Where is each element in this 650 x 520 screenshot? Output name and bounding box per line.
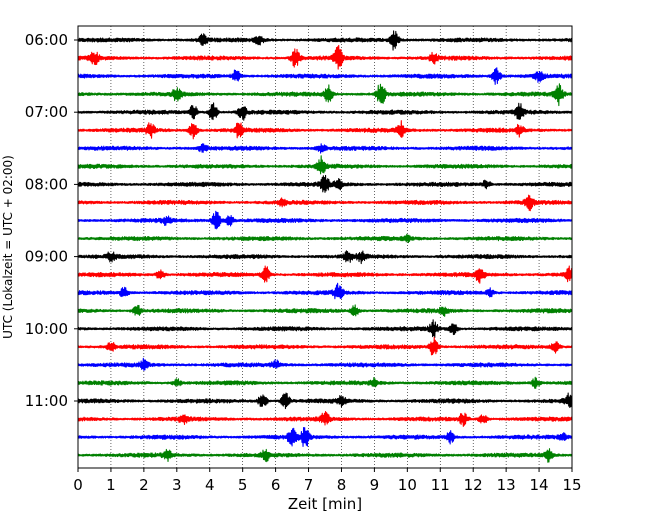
y-tick-label: 11:00	[25, 392, 68, 410]
trace-0815	[77, 194, 573, 212]
x-axis-ticks: 0 1 2 3 4 5 6 7 8 9 10 11 12 13 14 15	[73, 468, 582, 494]
x-tick-label: 1	[106, 476, 116, 494]
trace-0800	[77, 174, 573, 193]
x-tick-label: 6	[271, 476, 281, 494]
plot-background	[78, 26, 572, 468]
y-axis-ticks: 06:00 07:00 08:00 09:00 10:00 11:00	[25, 31, 78, 410]
trace-0915	[77, 265, 573, 284]
x-tick-label: 10	[398, 476, 417, 494]
trace-1045	[77, 376, 573, 389]
y-tick-label: 07:00	[25, 103, 68, 121]
trace-1000	[77, 319, 573, 339]
x-axis-label: Zeit [min]	[288, 495, 362, 513]
trace-0600	[77, 30, 573, 51]
x-tick-label: 0	[73, 476, 83, 494]
x-tick-label: 2	[139, 476, 149, 494]
trace-0930	[77, 282, 573, 300]
trace-1100	[77, 392, 573, 410]
x-tick-label: 15	[562, 476, 581, 494]
trace-1115	[77, 410, 573, 427]
plot-frame	[77, 25, 573, 469]
trace-0900	[77, 250, 573, 265]
x-tick-label: 9	[370, 476, 380, 494]
traces	[77, 30, 573, 463]
trace-0630	[77, 67, 573, 85]
y-tick-label: 10:00	[25, 320, 68, 338]
trace-0645	[77, 83, 573, 107]
trace-1015	[77, 336, 573, 356]
y-tick-label: 08:00	[25, 175, 68, 193]
trace-0745	[77, 155, 573, 175]
y-axis-label: UTC (Lokalzeit = UTC + 02:00)	[1, 155, 15, 339]
trace-0700	[77, 102, 573, 121]
x-tick-label: 14	[530, 476, 549, 494]
x-tick-label: 5	[238, 476, 248, 494]
trace-0730	[77, 143, 573, 154]
trace-0615	[77, 44, 573, 70]
trace-0945	[77, 304, 573, 317]
trace-1030	[77, 357, 573, 371]
y-tick-label: 09:00	[25, 248, 68, 266]
x-tick-label: 12	[464, 476, 483, 494]
trace-0845	[77, 233, 573, 244]
trace-1130	[77, 426, 573, 448]
trace-0715	[77, 120, 573, 140]
x-tick-label: 4	[205, 476, 215, 494]
y-tick-label: 06:00	[25, 31, 68, 49]
x-tick-label: 11	[431, 476, 450, 494]
x-tick-label: 7	[304, 476, 314, 494]
x-tick-label: 13	[497, 476, 516, 494]
x-tick-label: 8	[337, 476, 347, 494]
trace-0830	[77, 210, 573, 230]
trace-1145	[77, 448, 573, 463]
x-tick-label: 3	[172, 476, 182, 494]
